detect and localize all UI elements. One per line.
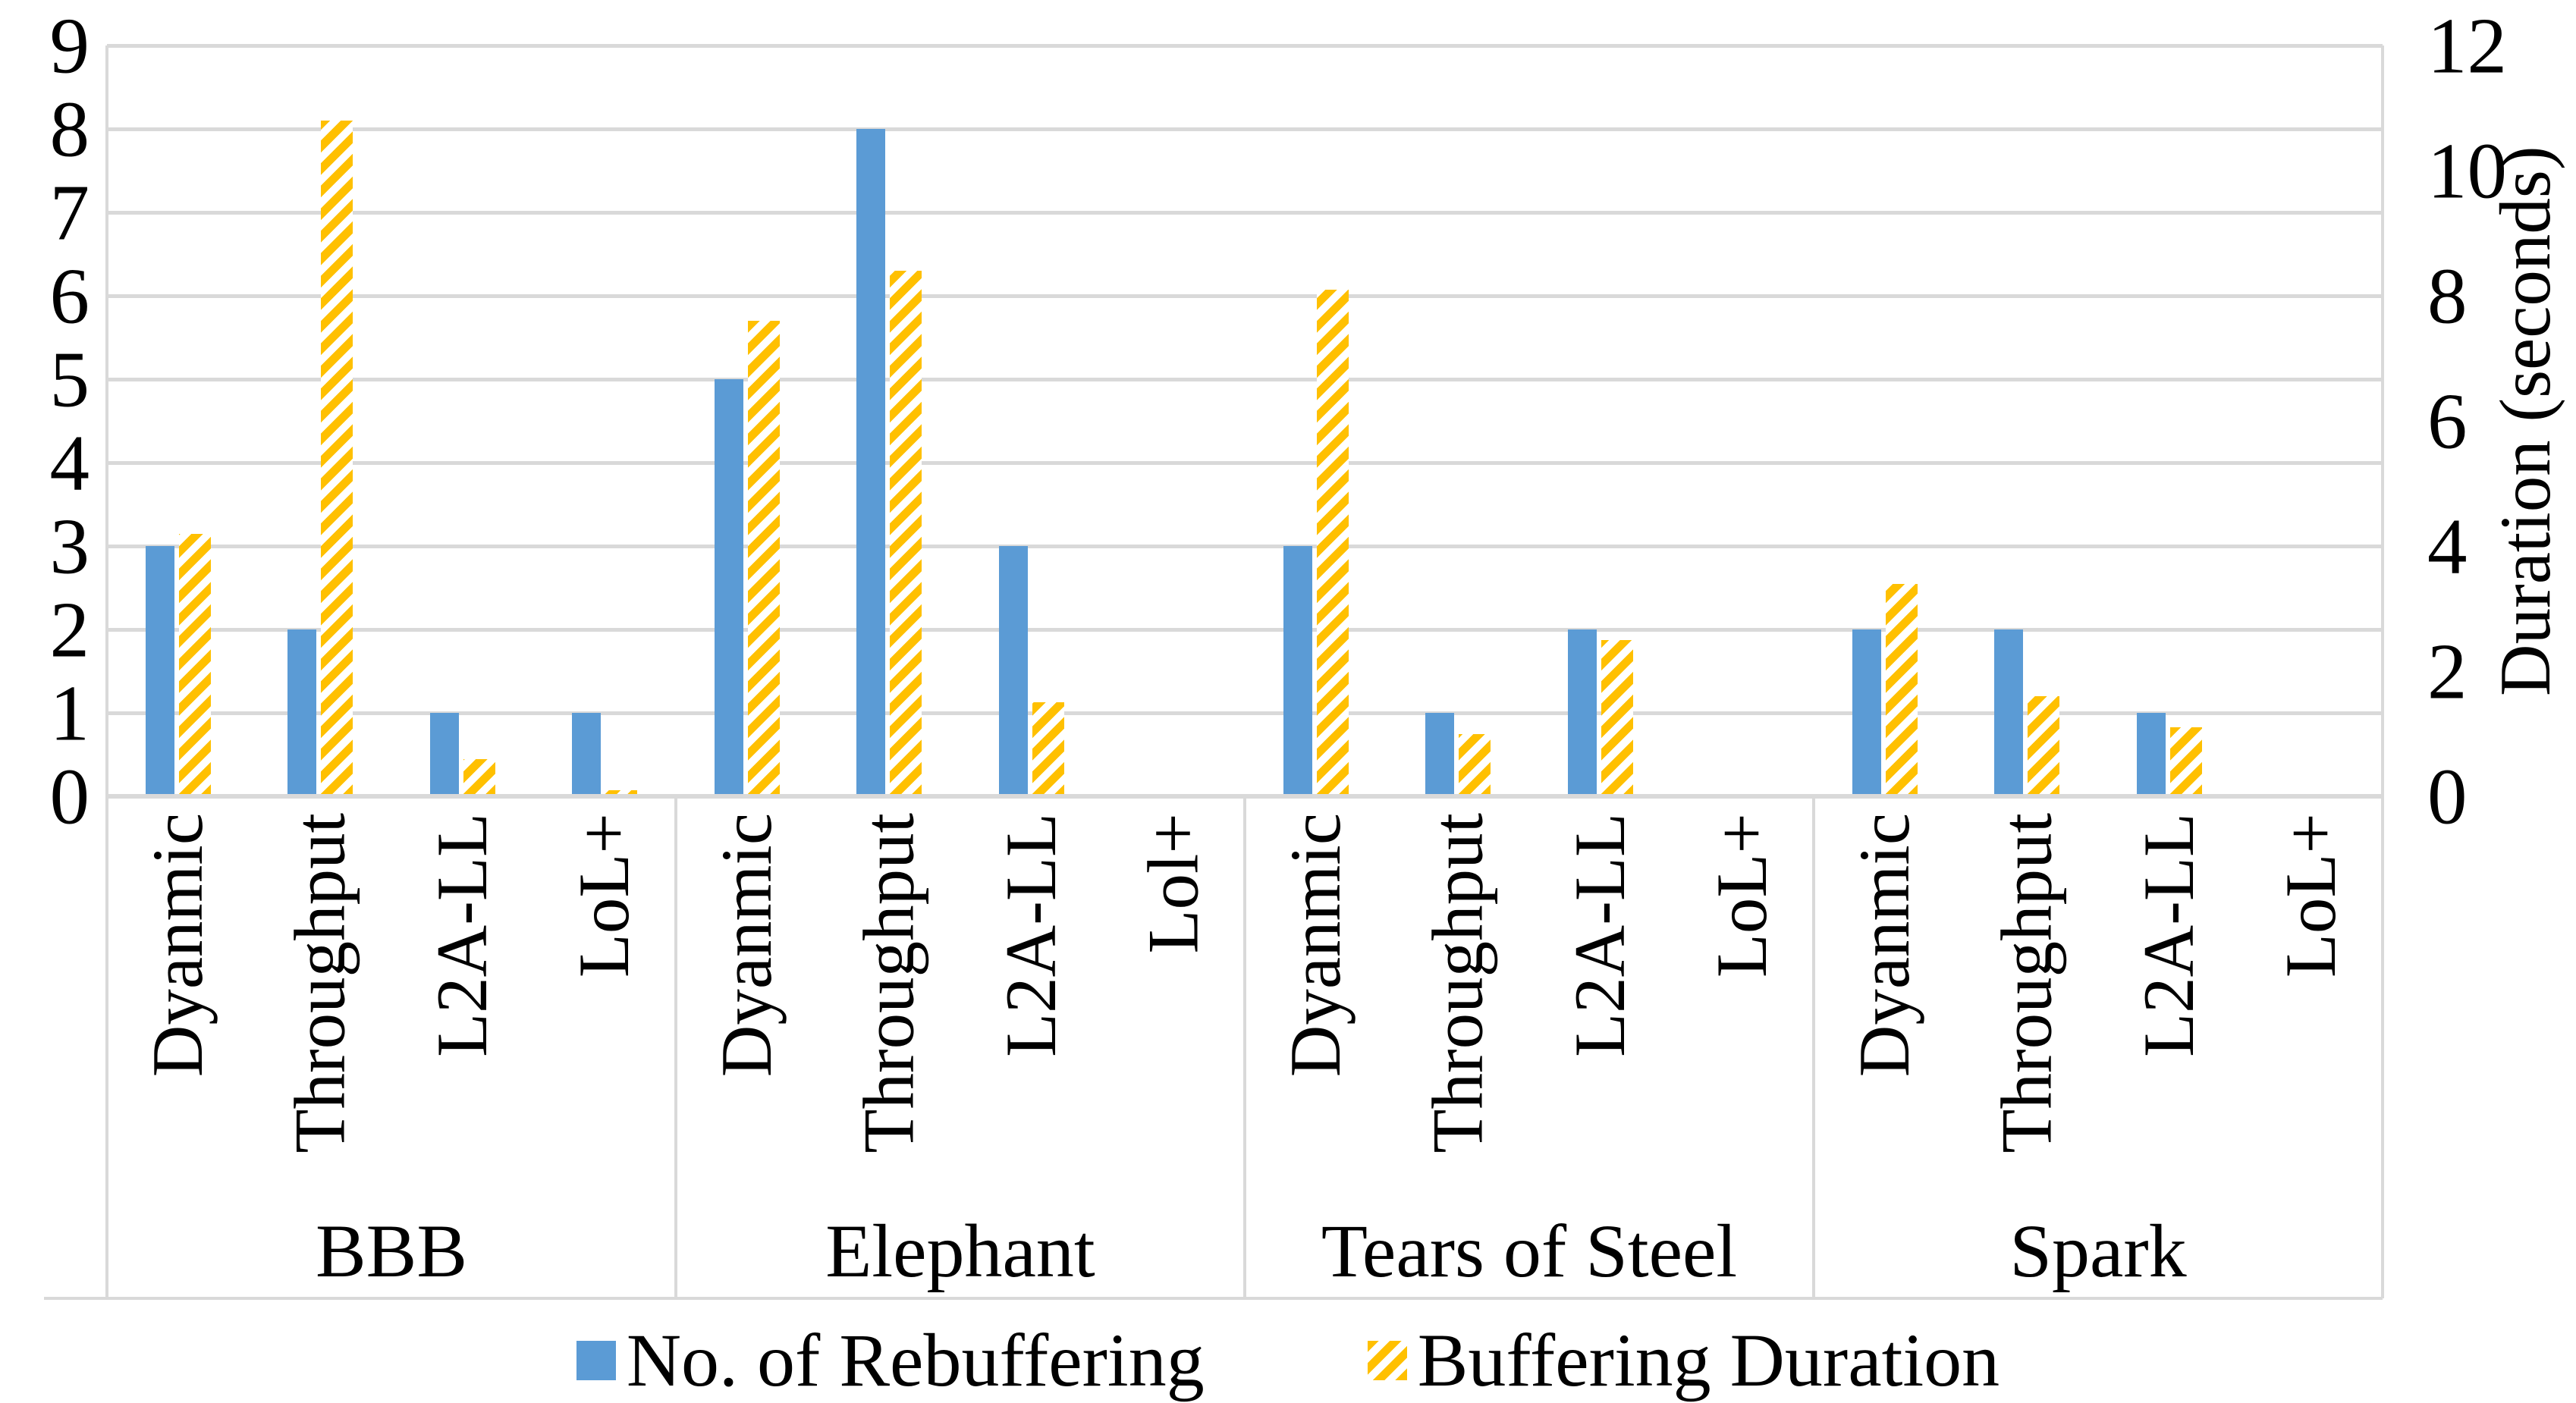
- category-label: Throughput: [1986, 813, 2067, 1153]
- plot-border: [2381, 46, 2384, 1298]
- group-label: Tears of Steel: [1321, 1209, 1738, 1293]
- category-label: L2A-LL: [990, 813, 1071, 1057]
- category-label: Dyanmic: [1274, 813, 1356, 1078]
- category-label: Lol+: [1132, 813, 1214, 954]
- category-box-bottom-border: [44, 1297, 2383, 1300]
- bar-buffering-duration: [1601, 639, 1633, 796]
- bar-rebuffering: [1567, 629, 1597, 796]
- legend-swatch-rebuffering-icon: [576, 1341, 616, 1380]
- bar-rebuffering: [1852, 629, 1881, 796]
- bar-buffering-duration: [1316, 289, 1349, 796]
- legend-item-duration: Buffering Duration: [1367, 1318, 2000, 1402]
- right-axis-tick: 10: [2427, 126, 2507, 215]
- group-label: Elephant: [825, 1209, 1095, 1293]
- bar-buffering-duration: [890, 271, 922, 796]
- right-axis-tick: 4: [2427, 501, 2468, 591]
- left-axis-tick: 2: [49, 585, 90, 674]
- right-axis-tick: 8: [2427, 251, 2468, 341]
- bar-rebuffering: [572, 713, 602, 796]
- bar-buffering-duration: [463, 758, 495, 796]
- group-label: Spark: [2009, 1209, 2187, 1293]
- category-label: Dyanmic: [1843, 813, 1924, 1078]
- group-divider: [674, 796, 677, 1298]
- legend-label-duration: Buffering Duration: [1417, 1318, 2000, 1402]
- bar-buffering-duration: [1885, 583, 1918, 796]
- right-axis-tick: 2: [2427, 626, 2468, 716]
- category-label: Dyanmic: [705, 813, 787, 1078]
- bar-rebuffering: [1283, 546, 1312, 796]
- category-label: Throughput: [279, 813, 360, 1153]
- right-axis-tick: 6: [2427, 376, 2468, 466]
- right-axis-tick: 12: [2427, 1, 2507, 90]
- category-label: LoL+: [2270, 813, 2351, 978]
- bar-buffering-duration: [605, 789, 638, 796]
- group-divider: [1812, 796, 1815, 1298]
- left-axis-tick: 4: [49, 418, 90, 507]
- gridline: [107, 44, 2383, 48]
- bar-buffering-duration: [2028, 696, 2060, 796]
- category-label: Dyanmic: [137, 813, 218, 1078]
- category-label: Throughput: [1417, 813, 1498, 1153]
- left-axis-tick: 9: [49, 1, 90, 90]
- category-label: L2A-LL: [1559, 813, 1640, 1057]
- left-axis-tick: 6: [49, 251, 90, 341]
- bar-buffering-duration: [1032, 702, 1064, 796]
- category-label: LoL+: [1701, 813, 1783, 978]
- gridline: [107, 628, 2383, 632]
- plot-border: [105, 46, 108, 1298]
- bar-rebuffering: [1425, 713, 1455, 796]
- bar-rebuffering: [1994, 629, 2024, 796]
- left-axis-tick: 7: [49, 168, 90, 257]
- legend-item-rebuffering: No. of Rebuffering: [576, 1323, 1205, 1398]
- bar-rebuffering: [714, 379, 743, 796]
- gridline: [107, 545, 2383, 548]
- bar-rebuffering: [2136, 713, 2166, 796]
- left-axis-tick: 3: [49, 501, 90, 591]
- left-axis-tick: 1: [49, 668, 90, 758]
- group-divider: [1243, 796, 1246, 1298]
- bar-rebuffering: [856, 129, 886, 796]
- bar-buffering-duration: [2169, 727, 2202, 796]
- category-label: LoL+: [564, 813, 645, 978]
- left-axis-tick: 8: [49, 84, 90, 174]
- gridline: [107, 378, 2383, 381]
- right-axis-title: Duration (seconds): [2485, 146, 2565, 696]
- bar-rebuffering: [287, 629, 317, 796]
- category-label: Throughput: [848, 813, 929, 1153]
- bar-buffering-duration: [321, 121, 353, 796]
- left-axis-tick: 5: [49, 334, 90, 424]
- bar-buffering-duration: [178, 533, 211, 796]
- category-label: L2A-LL: [2128, 813, 2209, 1057]
- legend-label-rebuffering: No. of Rebuffering: [626, 1318, 1205, 1402]
- bar-buffering-duration: [1459, 733, 1491, 796]
- bar-rebuffering: [429, 713, 459, 796]
- right-axis-tick: 0: [2427, 752, 2468, 841]
- left-axis-tick: 0: [49, 752, 90, 841]
- gridline: [107, 294, 2383, 298]
- group-label: BBB: [315, 1209, 468, 1293]
- gridline: [107, 461, 2383, 465]
- gridline: [107, 211, 2383, 215]
- category-label: L2A-LL: [421, 813, 502, 1057]
- legend: No. of Rebuffering Buffering Duration: [0, 1318, 2576, 1403]
- gridline: [107, 711, 2383, 715]
- bar-rebuffering: [145, 546, 174, 796]
- gridline: [107, 127, 2383, 131]
- legend-swatch-duration-icon: [1367, 1341, 1407, 1380]
- bar-buffering-duration: [747, 321, 780, 796]
- bar-rebuffering: [998, 546, 1028, 796]
